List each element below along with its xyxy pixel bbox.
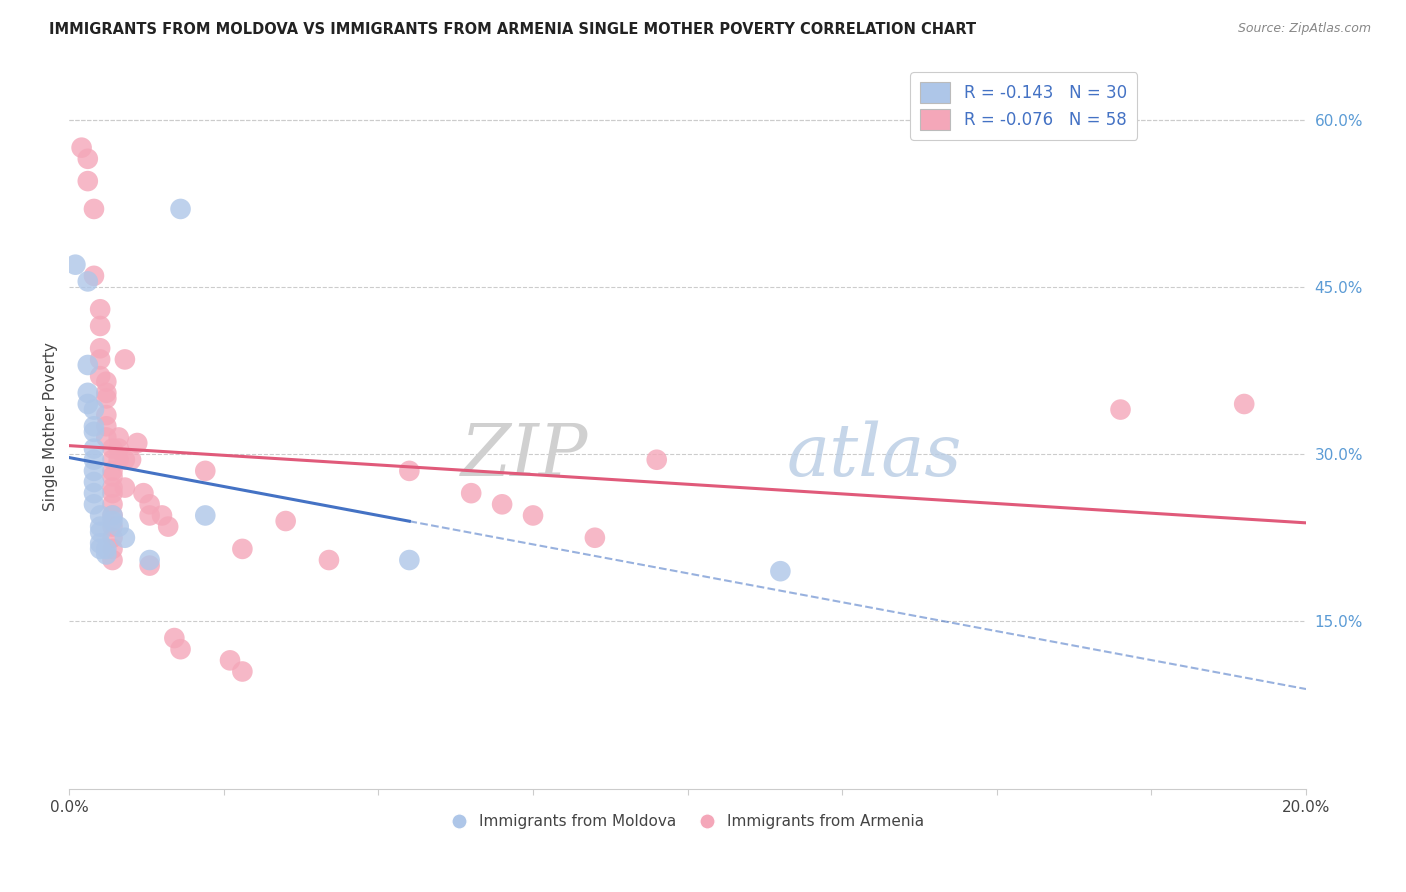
Point: [219, 653, 242, 667]
Point: [645, 452, 668, 467]
Point: [89, 341, 111, 355]
Point: [101, 481, 124, 495]
Point: [138, 558, 160, 573]
Point: [169, 642, 191, 657]
Text: IMMIGRANTS FROM MOLDOVA VS IMMIGRANTS FROM ARMENIA SINGLE MOTHER POVERTY CORRELA: IMMIGRANTS FROM MOLDOVA VS IMMIGRANTS FR…: [49, 22, 976, 37]
Point: [96, 375, 118, 389]
Text: atlas: atlas: [786, 420, 962, 491]
Point: [318, 553, 340, 567]
Point: [96, 430, 118, 444]
Point: [89, 525, 111, 540]
Point: [101, 553, 124, 567]
Point: [138, 553, 160, 567]
Point: [83, 402, 105, 417]
Point: [460, 486, 482, 500]
Y-axis label: Single Mother Poverty: Single Mother Poverty: [44, 342, 58, 511]
Point: [83, 202, 105, 216]
Point: [96, 385, 118, 400]
Point: [1109, 402, 1132, 417]
Point: [769, 564, 792, 578]
Point: [101, 508, 124, 523]
Point: [76, 174, 98, 188]
Point: [83, 268, 105, 283]
Point: [101, 497, 124, 511]
Point: [89, 369, 111, 384]
Point: [101, 514, 124, 528]
Point: [101, 508, 124, 523]
Point: [114, 481, 136, 495]
Point: [76, 385, 98, 400]
Point: [96, 392, 118, 406]
Point: [138, 508, 160, 523]
Point: [101, 541, 124, 556]
Point: [491, 497, 513, 511]
Point: [70, 141, 93, 155]
Point: [83, 425, 105, 439]
Point: [96, 408, 118, 422]
Point: [96, 541, 118, 556]
Point: [89, 318, 111, 333]
Point: [83, 475, 105, 489]
Point: [107, 442, 129, 456]
Point: [76, 358, 98, 372]
Point: [194, 464, 217, 478]
Point: [127, 436, 149, 450]
Point: [83, 464, 105, 478]
Point: [398, 464, 420, 478]
Point: [169, 202, 191, 216]
Point: [150, 508, 173, 523]
Point: [194, 508, 217, 523]
Point: [114, 352, 136, 367]
Point: [114, 452, 136, 467]
Point: [231, 665, 253, 679]
Point: [89, 536, 111, 550]
Point: [157, 519, 180, 533]
Point: [398, 553, 420, 567]
Point: [274, 514, 297, 528]
Point: [89, 541, 111, 556]
Point: [89, 519, 111, 533]
Point: [107, 430, 129, 444]
Point: [96, 419, 118, 434]
Point: [163, 631, 186, 645]
Point: [107, 519, 129, 533]
Point: [76, 274, 98, 288]
Point: [83, 419, 105, 434]
Point: [76, 152, 98, 166]
Point: [101, 519, 124, 533]
Point: [83, 442, 105, 456]
Point: [89, 302, 111, 317]
Point: [101, 469, 124, 483]
Point: [101, 531, 124, 545]
Point: [138, 497, 160, 511]
Text: ZIP: ZIP: [461, 420, 589, 491]
Point: [83, 452, 105, 467]
Point: [76, 397, 98, 411]
Point: [107, 452, 129, 467]
Point: [65, 258, 87, 272]
Point: [89, 352, 111, 367]
Legend: Immigrants from Moldova, Immigrants from Armenia: Immigrants from Moldova, Immigrants from…: [446, 808, 929, 835]
Point: [583, 531, 606, 545]
Point: [522, 508, 544, 523]
Text: Source: ZipAtlas.com: Source: ZipAtlas.com: [1237, 22, 1371, 36]
Point: [83, 486, 105, 500]
Point: [101, 486, 124, 500]
Point: [120, 452, 142, 467]
Point: [101, 452, 124, 467]
Point: [101, 464, 124, 478]
Point: [114, 531, 136, 545]
Point: [83, 497, 105, 511]
Point: [101, 442, 124, 456]
Point: [96, 548, 118, 562]
Point: [231, 541, 253, 556]
Point: [89, 508, 111, 523]
Point: [132, 486, 155, 500]
Point: [1233, 397, 1256, 411]
